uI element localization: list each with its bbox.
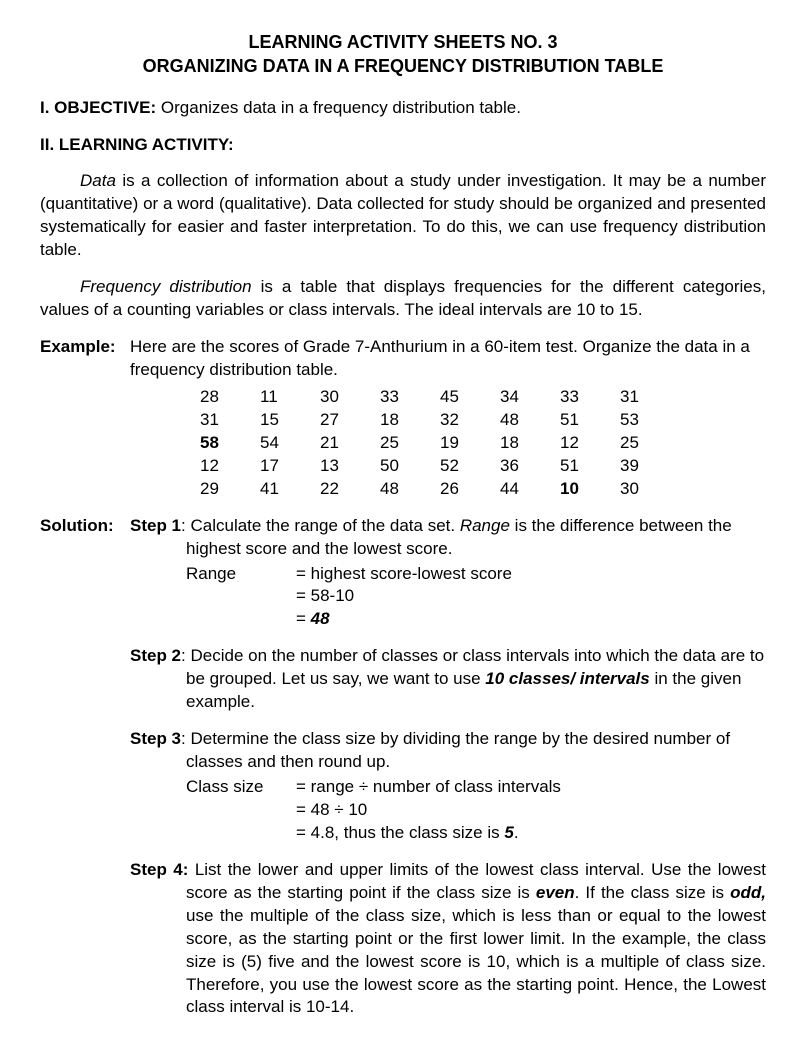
step2-bold: 10 classes/ intervals [485, 669, 649, 688]
step-2: Step 2: Decide on the number of classes … [130, 645, 766, 714]
data-cell: 25 [380, 432, 440, 455]
data-cell: 54 [260, 432, 320, 455]
step3-calc2: = 48 ÷ 10 [296, 799, 367, 822]
step4-label: Step 4: [130, 860, 188, 879]
step-3: Step 3: Determine the class size by divi… [130, 728, 766, 845]
paragraph-freq-dist: Frequency distribution is a table that d… [40, 276, 766, 322]
data-table: 2811303345343331311527183248515358542125… [200, 386, 680, 501]
step3-text: : Determine the class size by dividing t… [181, 729, 730, 771]
data-cell: 25 [620, 432, 680, 455]
step3-calc: Class size= range ÷ number of class inte… [186, 776, 766, 845]
data-cell: 10 [560, 478, 620, 501]
step1-calc1: = highest score-lowest score [296, 563, 512, 586]
data-cell: 51 [560, 455, 620, 478]
data-cell: 29 [200, 478, 260, 501]
step3-calc-label: Class size [186, 776, 296, 799]
data-cell: 41 [260, 478, 320, 501]
activity-section-head: II. LEARNING ACTIVITY: [40, 134, 766, 157]
data-cell: 36 [500, 455, 560, 478]
data-cell: 32 [440, 409, 500, 432]
solution-label: Solution: [40, 515, 130, 1020]
data-cell: 11 [260, 386, 320, 409]
step4-even: even [536, 883, 575, 902]
data-cell: 33 [560, 386, 620, 409]
data-cell: 45 [440, 386, 500, 409]
data-cell: 19 [440, 432, 500, 455]
step3-calc1: = range ÷ number of class intervals [296, 776, 561, 799]
data-cell: 15 [260, 409, 320, 432]
data-cell: 22 [320, 478, 380, 501]
step4-text-c: use the multiple of the class size, whic… [186, 906, 766, 1017]
data-cell: 52 [440, 455, 500, 478]
data-cell: 30 [320, 386, 380, 409]
data-cell: 48 [500, 409, 560, 432]
data-cell: 33 [380, 386, 440, 409]
step1-calc-label: Range [186, 563, 296, 586]
data-cell: 26 [440, 478, 500, 501]
step1-calc: Range= highest score-lowest score = 58-1… [186, 563, 766, 632]
data-cell: 39 [620, 455, 680, 478]
data-cell: 18 [380, 409, 440, 432]
activity-label: II. LEARNING ACTIVITY: [40, 135, 234, 154]
data-cell: 50 [380, 455, 440, 478]
step3-calc3a: = 4.8, thus the class size is [296, 823, 504, 842]
objective-label: I. OBJECTIVE: [40, 98, 156, 117]
data-cell: 28 [200, 386, 260, 409]
data-cell: 17 [260, 455, 320, 478]
data-cell: 21 [320, 432, 380, 455]
step3-result: 5 [504, 823, 513, 842]
data-cell: 34 [500, 386, 560, 409]
step2-label: Step 2 [130, 646, 181, 665]
data-cell: 13 [320, 455, 380, 478]
step1-label: Step 1 [130, 516, 181, 535]
data-cell: 18 [500, 432, 560, 455]
objective-text: Organizes data in a frequency distributi… [156, 98, 521, 117]
example-intro: Here are the scores of Grade 7-Anthurium… [130, 336, 766, 382]
sheet-title: ORGANIZING DATA IN A FREQUENCY DISTRIBUT… [40, 54, 766, 78]
data-cell: 27 [320, 409, 380, 432]
data-term: Data [80, 171, 116, 190]
data-cell: 53 [620, 409, 680, 432]
data-cell: 58 [200, 432, 260, 455]
paragraph-data-definition: Data is a collection of information abou… [40, 170, 766, 262]
sheet-number: LEARNING ACTIVITY SHEETS NO. 3 [40, 30, 766, 54]
data-cell: 44 [500, 478, 560, 501]
step3-calc3c: . [514, 823, 519, 842]
data-cell: 51 [560, 409, 620, 432]
example-label: Example: [40, 336, 130, 501]
data-cell: 48 [380, 478, 440, 501]
step1-result: 48 [311, 609, 330, 628]
step1-range-word: Range [460, 516, 510, 535]
step3-label: Step 3 [130, 729, 181, 748]
step1-calc3-eq: = [296, 609, 311, 628]
objective-section: I. OBJECTIVE: Organizes data in a freque… [40, 97, 766, 120]
step1-calc2: = 58-10 [296, 585, 354, 608]
freq-dist-term: Frequency distribution [80, 277, 252, 296]
step4-odd: odd, [730, 883, 766, 902]
data-cell: 12 [560, 432, 620, 455]
para1-rest: is a collection of information about a s… [40, 171, 766, 259]
solution-block: Solution: Step 1: Calculate the range of… [40, 515, 766, 1020]
step-1: Step 1: Calculate the range of the data … [130, 515, 766, 632]
data-cell: 30 [620, 478, 680, 501]
step4-text-b: . If the class size is [575, 883, 730, 902]
data-cell: 31 [620, 386, 680, 409]
data-cell: 12 [200, 455, 260, 478]
data-cell: 31 [200, 409, 260, 432]
step1-text-a: : Calculate the range of the data set. [181, 516, 460, 535]
example-block: Example: Here are the scores of Grade 7-… [40, 336, 766, 501]
step-4: Step 4: List the lower and upper limits … [130, 859, 766, 1020]
